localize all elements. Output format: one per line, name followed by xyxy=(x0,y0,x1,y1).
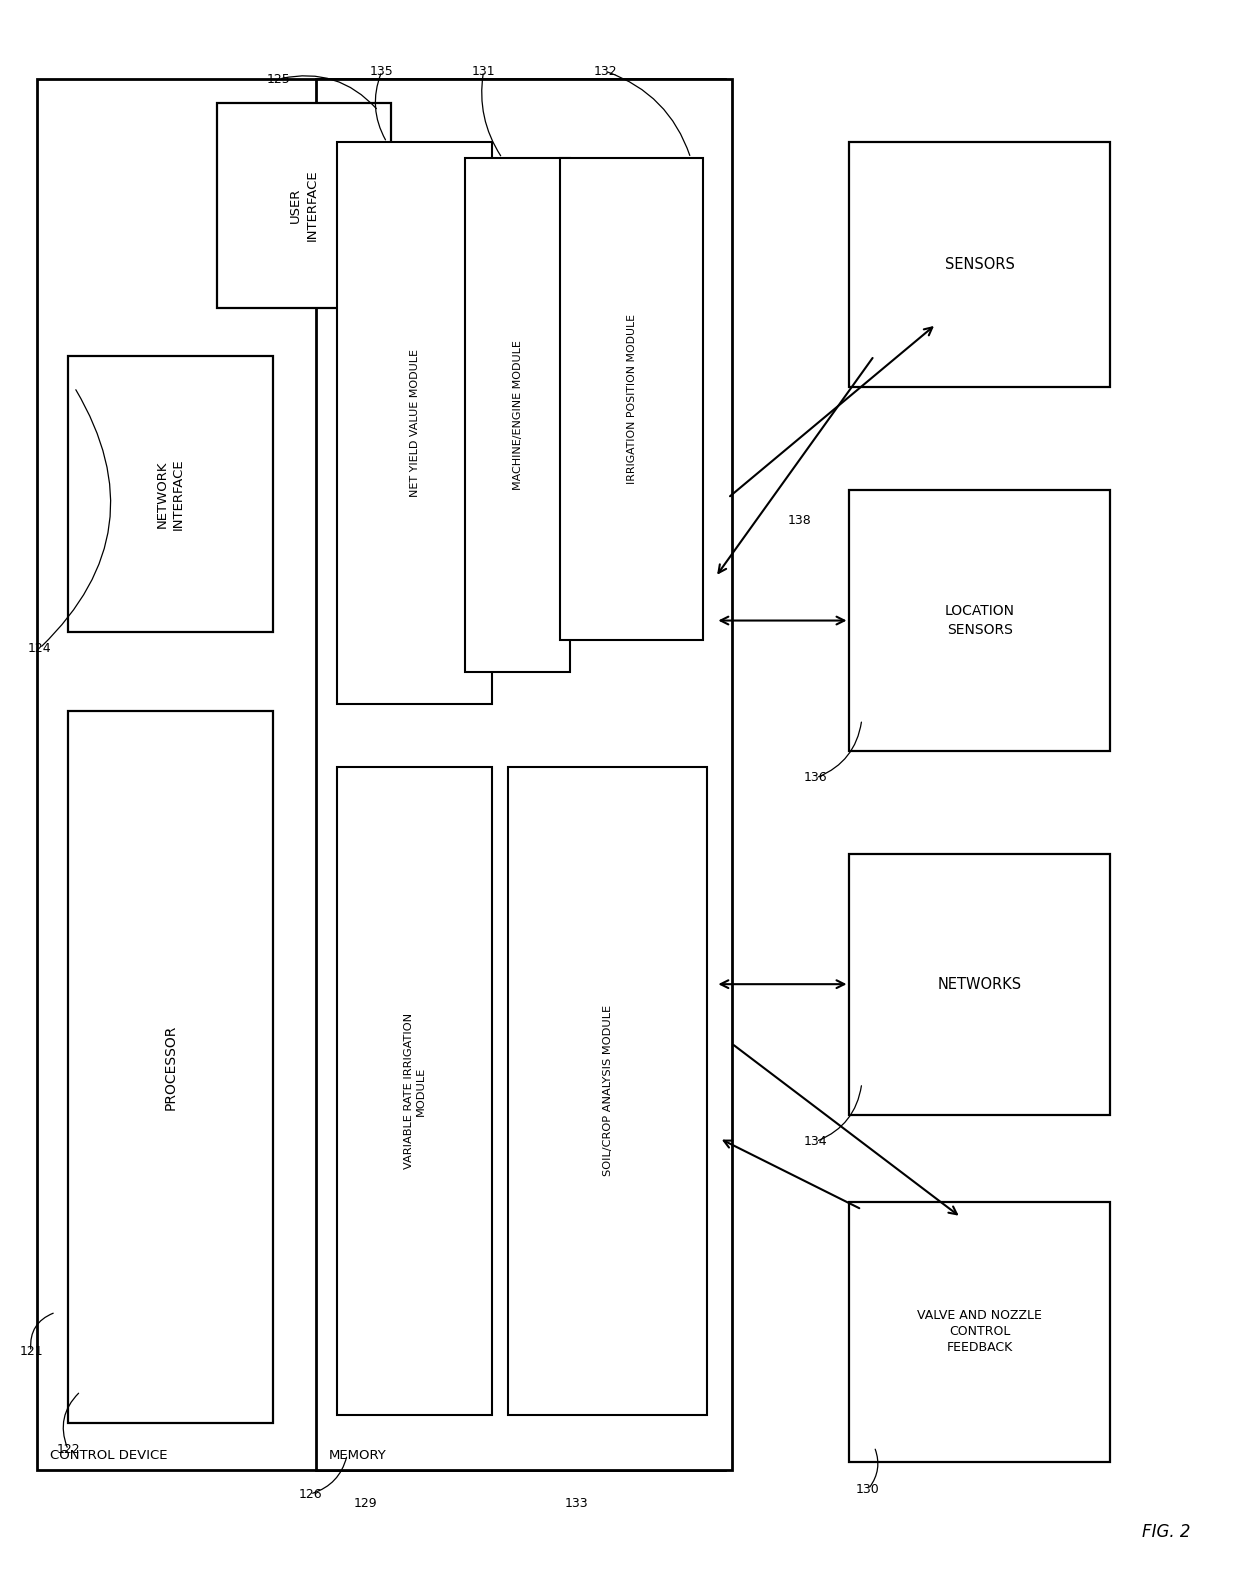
Text: NETWORK
INTERFACE: NETWORK INTERFACE xyxy=(156,458,185,530)
Bar xyxy=(849,142,1110,387)
Bar xyxy=(849,854,1110,1115)
Text: USER
INTERFACE: USER INTERFACE xyxy=(289,169,319,242)
Text: 138: 138 xyxy=(787,514,812,526)
Text: 135: 135 xyxy=(370,65,394,77)
Bar xyxy=(849,490,1110,751)
Text: 122: 122 xyxy=(56,1443,81,1456)
Text: PROCESSOR: PROCESSOR xyxy=(164,1024,177,1110)
Bar xyxy=(560,158,703,640)
Bar xyxy=(217,103,391,308)
Text: VARIABLE RATE IRRIGATION
MODULE: VARIABLE RATE IRRIGATION MODULE xyxy=(403,1013,427,1168)
Text: 125: 125 xyxy=(267,73,291,85)
Text: LOCATION
SENSORS: LOCATION SENSORS xyxy=(945,604,1014,637)
Text: IRRIGATION POSITION MODULE: IRRIGATION POSITION MODULE xyxy=(626,315,637,484)
Bar xyxy=(68,356,273,632)
Bar xyxy=(508,767,707,1415)
Text: 132: 132 xyxy=(593,65,618,77)
Bar xyxy=(337,767,492,1415)
Text: NET YIELD VALUE MODULE: NET YIELD VALUE MODULE xyxy=(409,349,420,496)
Bar xyxy=(849,1202,1110,1462)
Text: CONTROL DEVICE: CONTROL DEVICE xyxy=(50,1450,167,1462)
Text: 124: 124 xyxy=(27,642,52,655)
Bar xyxy=(465,158,570,672)
Text: 121: 121 xyxy=(19,1345,43,1358)
Text: 133: 133 xyxy=(564,1497,588,1510)
Text: 131: 131 xyxy=(471,65,496,77)
Text: MACHINE/ENGINE MODULE: MACHINE/ENGINE MODULE xyxy=(512,340,523,490)
Bar xyxy=(37,79,725,1470)
Text: MEMORY: MEMORY xyxy=(329,1450,387,1462)
Text: 130: 130 xyxy=(856,1483,880,1496)
Text: 126: 126 xyxy=(298,1488,322,1500)
Text: 136: 136 xyxy=(804,772,828,784)
Text: FIG. 2: FIG. 2 xyxy=(1142,1524,1190,1541)
Bar xyxy=(68,711,273,1423)
Text: SOIL/CROP ANALYSIS MODULE: SOIL/CROP ANALYSIS MODULE xyxy=(603,1006,613,1176)
Text: 129: 129 xyxy=(353,1497,377,1510)
Text: VALVE AND NOZZLE
CONTROL
FEEDBACK: VALVE AND NOZZLE CONTROL FEEDBACK xyxy=(918,1309,1042,1355)
Text: NETWORKS: NETWORKS xyxy=(937,977,1022,991)
Text: SENSORS: SENSORS xyxy=(945,258,1014,272)
Bar xyxy=(337,142,492,704)
Text: 134: 134 xyxy=(804,1135,828,1148)
Bar xyxy=(316,79,732,1470)
